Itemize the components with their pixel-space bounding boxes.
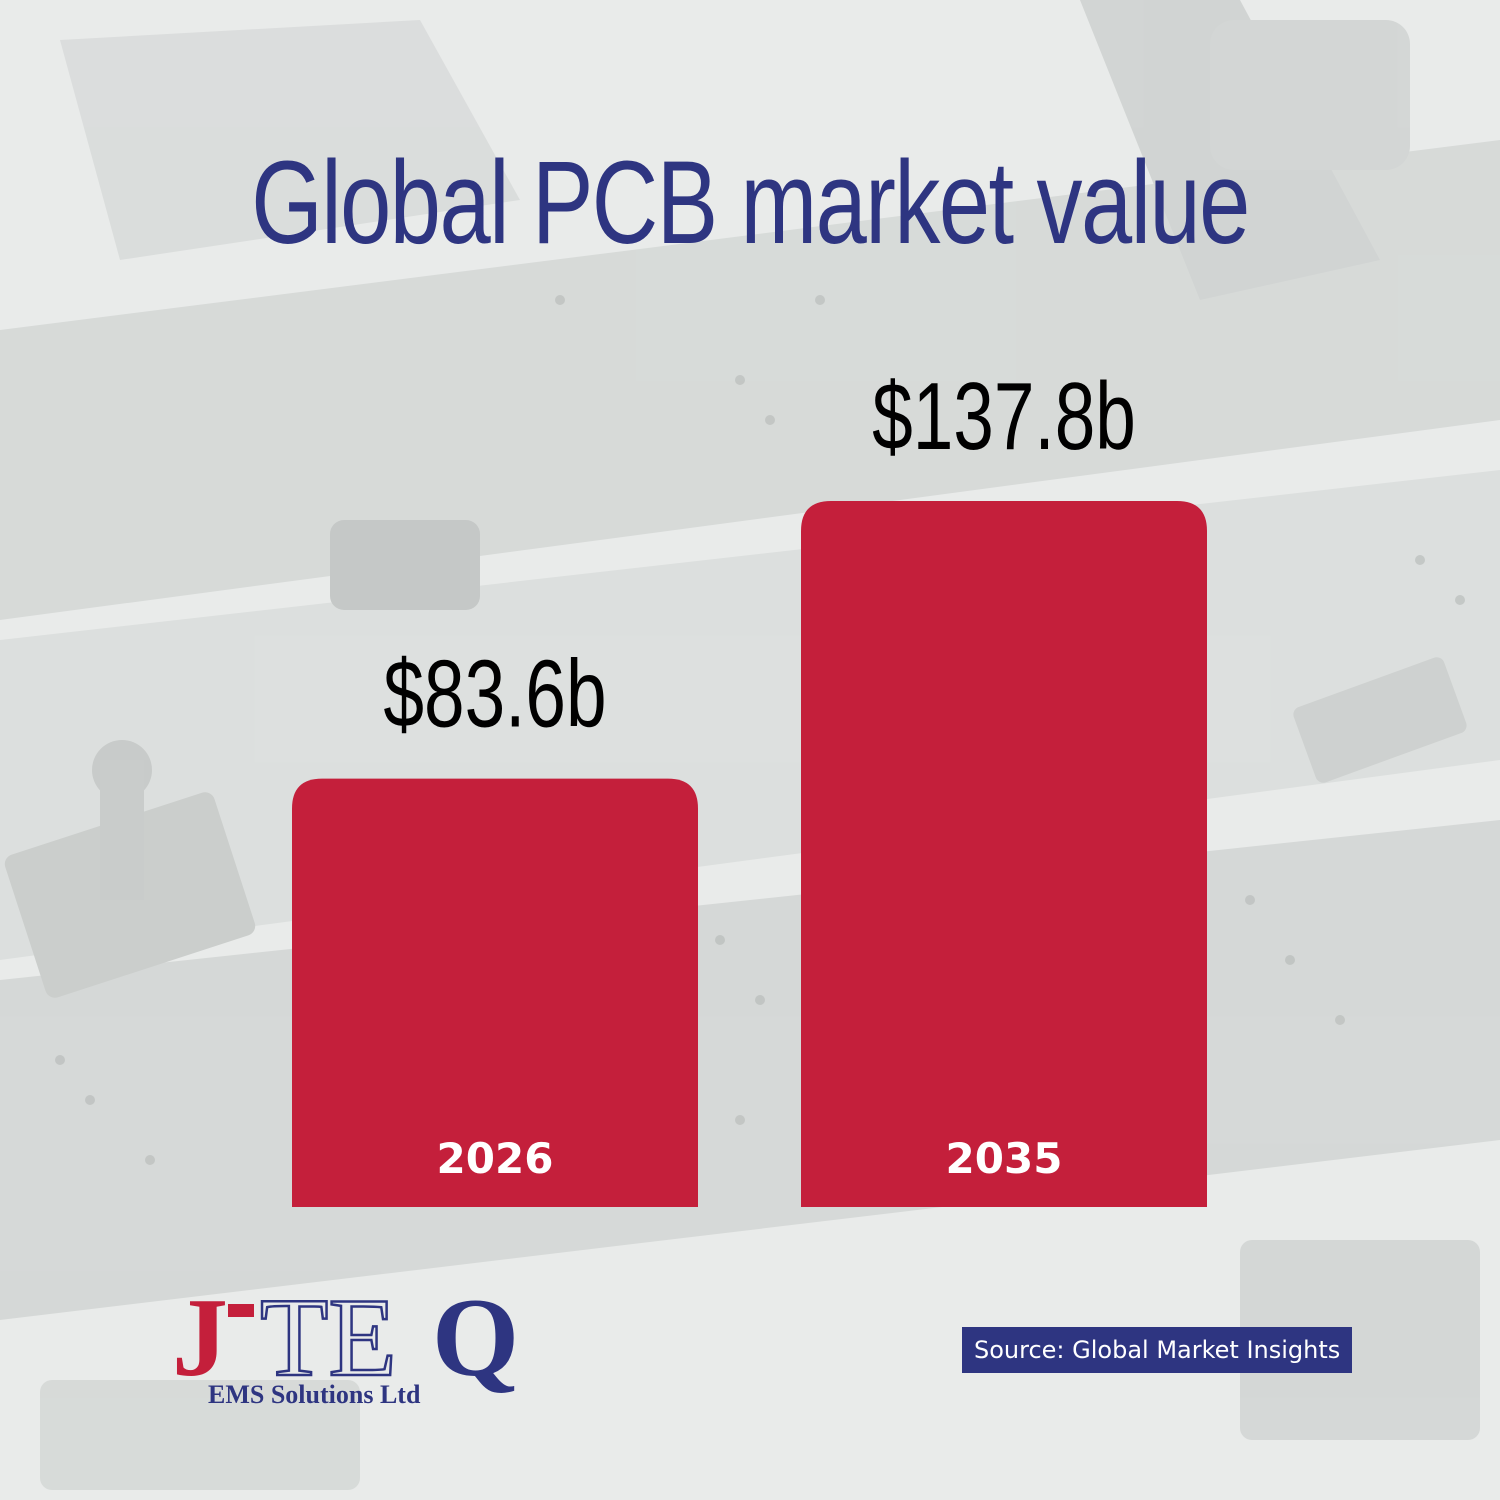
category-label-2035: 2035 [946,1134,1063,1183]
bar-2026 [292,778,698,1207]
logo-letter-q: Q [432,1276,520,1400]
logo-letters-te: TE [259,1276,398,1400]
category-label-2026: 2026 [437,1134,554,1183]
source-note: Source: Global Market Insights [962,1327,1353,1373]
value-label-2026: $83.6b [383,641,606,748]
chart-title: Global PCB market value [251,137,1250,269]
logo-subtitle: EMS Solutions Ltd [208,1380,421,1409]
value-label-2035: $137.8b [872,363,1136,470]
company-logo: J TE Q EMS Solutions Ltd [172,1276,519,1412]
logo-dash [228,1304,254,1317]
bar-2035 [801,501,1207,1207]
logo-letter-j: J [172,1276,228,1400]
